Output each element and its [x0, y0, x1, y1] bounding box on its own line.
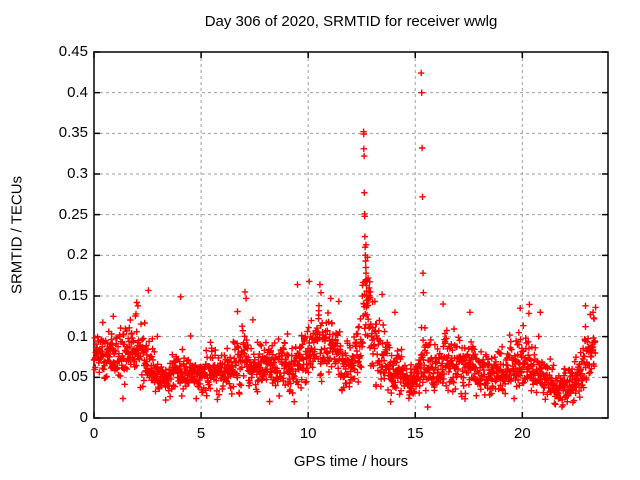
- y-tick-label: 0.45: [58, 43, 88, 60]
- x-tick-label: 20: [513, 425, 531, 442]
- x-axis-label: GPS time / hours: [293, 453, 409, 470]
- y-tick-label: 0.4: [67, 83, 88, 101]
- y-tick-label: 0.25: [58, 205, 88, 223]
- x-tick-label: 5: [196, 425, 206, 442]
- axis-ticks: [93, 51, 608, 419]
- x-tick-label: 15: [406, 425, 424, 442]
- chart-title: Day 306 of 2020, SRMTID for receiver wwl…: [204, 13, 498, 30]
- y-tick-label: 0.15: [58, 287, 88, 304]
- y-tick-label: 0.1: [67, 327, 88, 345]
- y-tick-label: 0.35: [58, 124, 88, 142]
- plot-border: [93, 51, 609, 419]
- scatter-points: [90, 69, 599, 411]
- x-tick-label: 10: [299, 425, 317, 442]
- y-tick-label: 0.3: [67, 165, 88, 182]
- y-tick-label: 0.05: [58, 368, 88, 386]
- x-tick-label: 0: [89, 425, 99, 442]
- y-tick-label: 0: [79, 409, 88, 426]
- y-tick-label: 0.2: [67, 246, 88, 264]
- grid-lines: [94, 52, 608, 418]
